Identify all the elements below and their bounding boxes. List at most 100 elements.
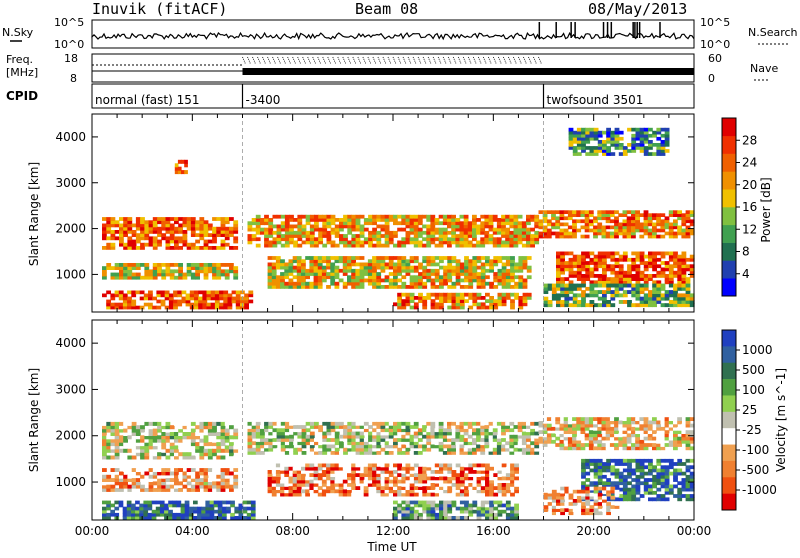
- heatmap-cell: [204, 452, 209, 456]
- heatmap-cell: [351, 438, 356, 442]
- heatmap-cell: [493, 493, 498, 497]
- heatmap-cell: [229, 435, 234, 439]
- heatmap-cell: [389, 432, 394, 436]
- heatmap-cell: [216, 475, 221, 479]
- heatmap-cell: [140, 475, 145, 479]
- heatmap-cell: [472, 428, 477, 432]
- heatmap-cell: [455, 218, 460, 222]
- heatmap-cell: [132, 439, 137, 443]
- heatmap-cell: [569, 502, 574, 506]
- heatmap-cell: [418, 467, 423, 471]
- heatmap-cell: [256, 432, 261, 436]
- heatmap-cell: [456, 516, 461, 520]
- heatmap-cell: [208, 246, 213, 250]
- heatmap-cell: [360, 282, 365, 286]
- heatmap-cell: [498, 293, 503, 297]
- heatmap-cell: [509, 215, 514, 219]
- heatmap-cell: [669, 264, 674, 268]
- heatmap-cell: [127, 227, 132, 231]
- heatmap-cell: [677, 437, 682, 441]
- heatmap-cell: [452, 470, 457, 474]
- heatmap-cell: [401, 422, 406, 426]
- heatmap-cell: [244, 294, 249, 298]
- heatmap-cell: [665, 459, 670, 463]
- heatmap-cell: [539, 417, 544, 421]
- heatmap-cell: [523, 256, 528, 260]
- heatmap-cell: [389, 441, 394, 445]
- heatmap-cell: [560, 430, 565, 434]
- heatmap-cell: [309, 483, 314, 487]
- heatmap-cell: [418, 432, 423, 436]
- heatmap-cell: [330, 467, 335, 471]
- heatmap-cell: [174, 263, 179, 267]
- heatmap-cell: [233, 429, 238, 433]
- heatmap-cell: [111, 439, 116, 443]
- heatmap-cell: [636, 143, 641, 147]
- heatmap-cell: [452, 293, 457, 297]
- heatmap-cell: [152, 306, 157, 310]
- heatmap-cell: [661, 140, 666, 144]
- heatmap-cell: [460, 445, 465, 449]
- heatmap-cell: [481, 256, 486, 260]
- heatmap-cell: [476, 438, 481, 442]
- heatmap-cell: [318, 435, 323, 439]
- heatmap-cell: [115, 236, 120, 240]
- heatmap-cell: [204, 240, 209, 244]
- heatmap-cell: [656, 469, 661, 473]
- heatmap-cell: [184, 160, 188, 164]
- heatmap-cell: [183, 273, 188, 277]
- heatmap-cell: [389, 451, 394, 455]
- heatmap-cell: [339, 256, 344, 260]
- heatmap-cell: [639, 446, 644, 450]
- heatmap-cell: [136, 452, 141, 456]
- heatmap-cell: [216, 456, 221, 460]
- heatmap-cell: [144, 263, 149, 267]
- heatmap-cell: [410, 425, 415, 429]
- heatmap-cell: [410, 275, 415, 279]
- heatmap-cell: [195, 425, 200, 429]
- y-tick-label: 1000: [55, 267, 86, 281]
- heatmap-cell: [602, 131, 607, 135]
- heatmap-cell: [343, 282, 348, 286]
- heatmap-cell: [635, 430, 640, 434]
- heatmap-cell: [573, 508, 578, 512]
- heatmap-cell: [594, 128, 599, 132]
- heatmap-cell: [564, 210, 569, 214]
- heatmap-cell: [183, 485, 188, 489]
- heatmap-cell: [376, 438, 381, 442]
- heatmap-cell: [389, 467, 394, 471]
- heatmap-cell: [577, 300, 582, 304]
- heatmap-cell: [677, 481, 682, 485]
- heatmap-cell: [293, 241, 298, 245]
- heatmap-cell: [140, 243, 145, 247]
- heatmap-cell: [418, 501, 423, 505]
- heatmap-cell: [635, 446, 640, 450]
- heatmap-cell: [569, 252, 574, 256]
- heatmap-cell: [293, 477, 298, 481]
- nsky-label: N.Sky: [2, 26, 34, 39]
- heatmap-cell: [631, 421, 636, 425]
- heatmap-cell: [435, 504, 440, 508]
- heatmap-cell: [268, 438, 273, 442]
- heatmap-cell: [489, 422, 494, 426]
- heatmap-cell: [280, 464, 285, 468]
- heatmap-cell: [573, 131, 578, 135]
- heatmap-cell: [401, 256, 406, 260]
- nave-tick-bottom: 0: [708, 72, 715, 85]
- heatmap-cell: [289, 493, 294, 497]
- heatmap-cell: [618, 433, 623, 437]
- heatmap-cell: [468, 448, 473, 452]
- heatmap-cell: [216, 246, 221, 250]
- heatmap-cell: [661, 252, 666, 256]
- freq-dash-mark: [363, 57, 366, 64]
- heatmap-cell: [177, 501, 182, 505]
- heatmap-cell: [127, 475, 132, 479]
- heatmap-cell: [191, 263, 196, 267]
- colorbar-swatch: [722, 260, 736, 278]
- heatmap-cell: [260, 218, 265, 222]
- heatmap-cell: [406, 221, 411, 225]
- heatmap-cell: [111, 217, 116, 221]
- heatmap-cell: [485, 306, 490, 310]
- heatmap-cell: [682, 462, 687, 466]
- heatmap-cell: [489, 282, 494, 286]
